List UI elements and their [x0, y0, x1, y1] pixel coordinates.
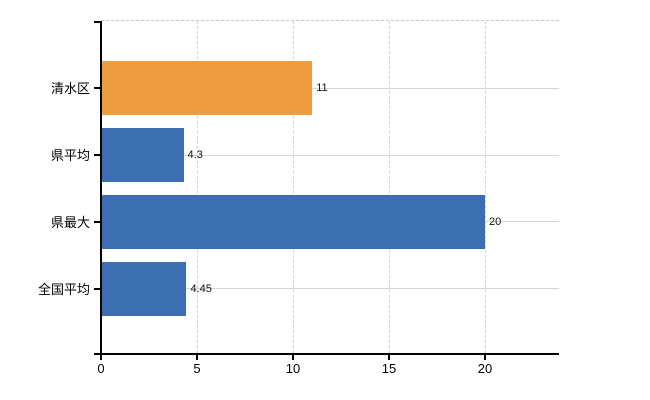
category-label: 県平均: [50, 148, 90, 163]
vertical-gridline: [293, 21, 294, 353]
x-axis-tick-label: 5: [193, 361, 201, 376]
horizontal-gridline: [101, 87, 559, 89]
bar-4: [101, 261, 187, 316]
category-tick: [94, 220, 101, 223]
bar-1: [101, 61, 313, 116]
category-tick: [94, 87, 101, 90]
horizontal-gridline: [101, 154, 559, 156]
horizontal-gridline: [101, 288, 559, 290]
x-axis-tick-label: 10: [285, 361, 301, 376]
x-axis-line: [94, 353, 559, 355]
vertical-gridline: [389, 21, 390, 353]
x-axis-tick-label: 20: [477, 361, 493, 376]
x-axis-tick-label: 0: [97, 361, 105, 376]
x-axis-tick-label: 15: [381, 361, 397, 376]
category-tick: [94, 154, 101, 156]
bar-value-label: 4.45: [190, 282, 212, 295]
y-axis-line: [100, 21, 102, 354]
bar-value-label: 20: [489, 215, 502, 228]
category-label: 県最大: [50, 214, 90, 230]
x-axis-tick: [292, 355, 294, 360]
category-tick: [94, 287, 101, 290]
bar-value-label: 11: [316, 82, 328, 95]
category-boundary-tick: [94, 21, 101, 23]
plot-top-border: [101, 20, 559, 21]
vertical-gridline: [485, 21, 486, 353]
plot-area: 11 4.3 20 4.45: [101, 21, 559, 353]
x-axis-tick: [100, 355, 102, 360]
x-axis-tick: [388, 355, 390, 360]
category-label: 清水区: [50, 81, 90, 97]
bar-value-label: 4.3: [187, 149, 203, 161]
vertical-gridline: [197, 21, 198, 353]
x-axis-tick: [484, 355, 486, 360]
category-label: 全国平均: [37, 281, 90, 297]
bar-3: [101, 194, 485, 249]
bar-2: [101, 128, 184, 182]
x-axis-tick: [196, 355, 198, 360]
